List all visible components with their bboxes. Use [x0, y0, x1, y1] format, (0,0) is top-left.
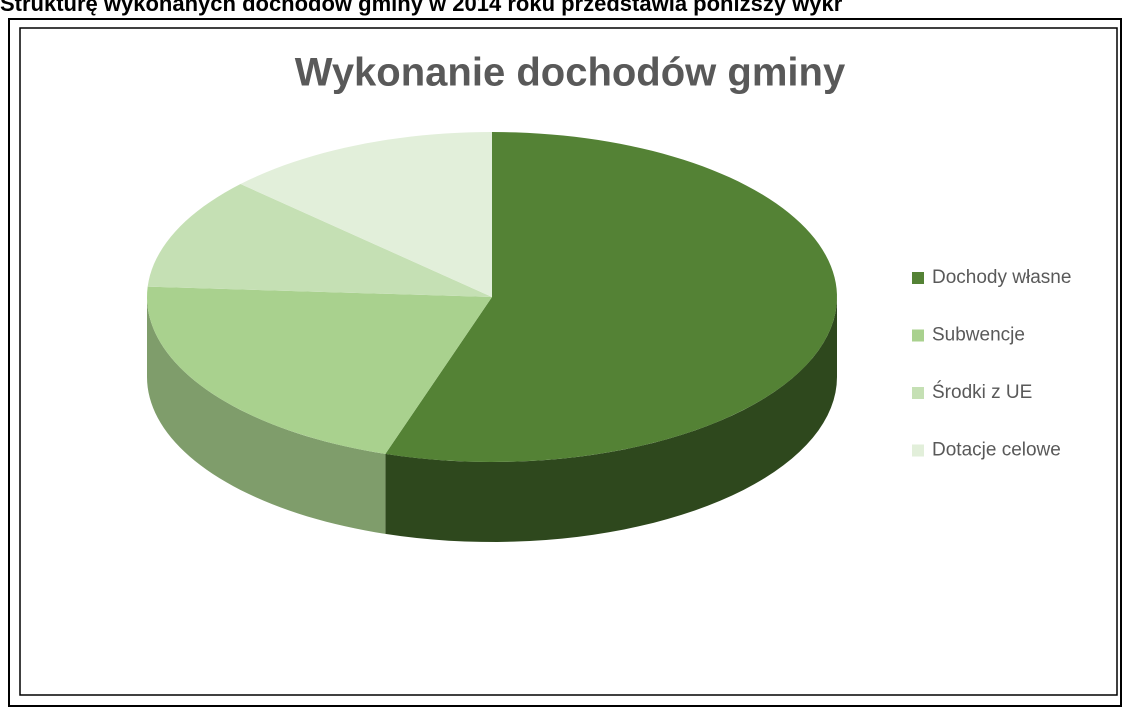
slice [385, 132, 837, 462]
legend-swatch [912, 444, 924, 457]
slice [147, 286, 492, 454]
slice [147, 184, 492, 297]
slice-side [147, 297, 386, 534]
slice-side [385, 297, 837, 542]
legend-swatch [912, 329, 924, 342]
frame [8, 18, 1122, 707]
slice [240, 132, 492, 297]
legend-label: Środki z UE [932, 381, 1032, 403]
legend-label: Dochody własne [932, 267, 1071, 288]
page-text: Strukturę wykonanych dochodów gminy w 20… [0, 0, 843, 16]
chart-title: Wykonanie dochodów gminy [295, 51, 846, 95]
legend-swatch [912, 387, 924, 399]
legend-label: Subwencje [932, 325, 1025, 346]
legend-label: Dotacje celowe [932, 440, 1061, 461]
legend-swatch [912, 272, 924, 284]
